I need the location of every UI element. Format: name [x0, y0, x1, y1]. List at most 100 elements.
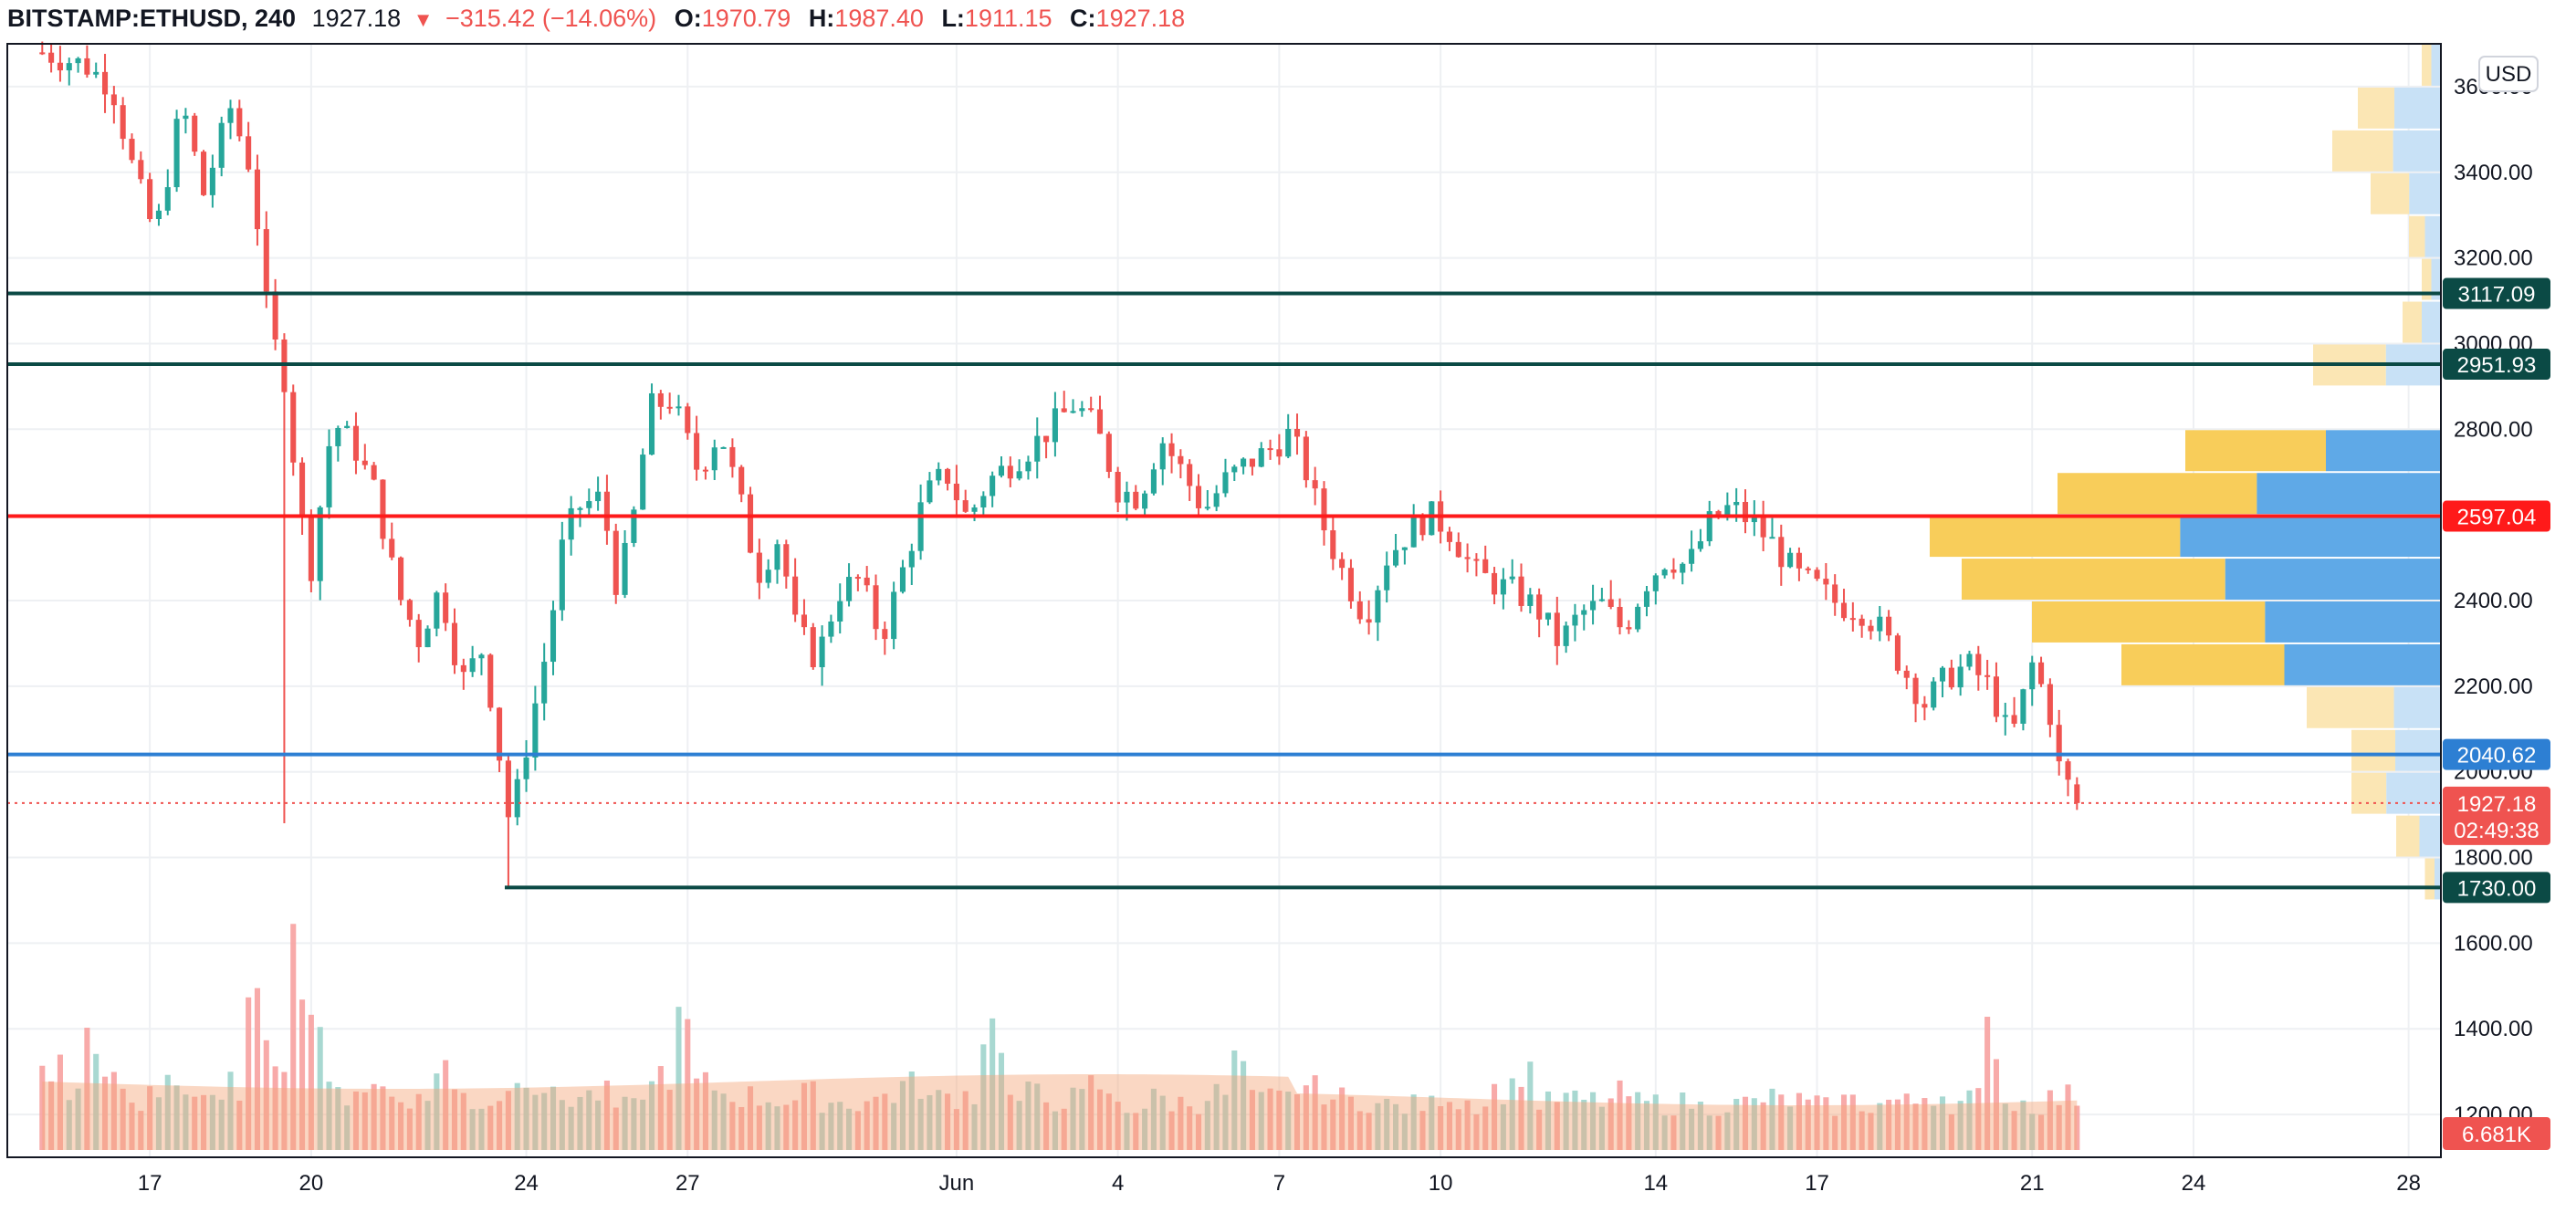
volume-bar — [1178, 1096, 1184, 1150]
volume-profile-bar-up — [2393, 686, 2441, 728]
candle-body — [1787, 552, 1794, 568]
volume-bar — [1410, 1094, 1417, 1150]
volume-bar — [1464, 1100, 1471, 1150]
candle-body — [209, 167, 215, 195]
candle-body — [1187, 464, 1193, 486]
candle-body — [398, 557, 404, 601]
candle-body — [1617, 606, 1623, 628]
candle-body — [819, 636, 825, 668]
volume-bar — [317, 1027, 323, 1150]
candle-body — [2065, 761, 2071, 780]
candle-body — [1115, 471, 1121, 503]
price-tick-label: 3400.00 — [2454, 161, 2533, 185]
volume-bar — [756, 1105, 762, 1150]
volume-bar — [1339, 1087, 1346, 1150]
volume-bar — [1222, 1094, 1229, 1150]
volume-bar — [1124, 1113, 1130, 1150]
currency-box[interactable]: USD — [2478, 56, 2539, 92]
volume-bar — [1581, 1099, 1587, 1150]
candle-body — [406, 600, 413, 621]
candle-body — [908, 550, 915, 568]
candle-body — [990, 476, 996, 497]
candle-body — [792, 576, 799, 615]
candle-body — [308, 516, 314, 581]
volume-bar — [478, 1108, 485, 1150]
volume-profile-bar-down — [2422, 45, 2432, 86]
candle-body — [1401, 547, 1408, 550]
currency-box-bg — [2478, 56, 2539, 92]
volume-bar — [263, 1040, 269, 1150]
volume-profile-bar-up — [2386, 772, 2441, 814]
price-badges: 3117.09 2951.93 2597.04 2040.62 1730.00 1927.… — [2443, 277, 2550, 1150]
candle-body — [344, 425, 351, 428]
volume-profile-bar-down — [2351, 772, 2387, 814]
candle-body — [1832, 584, 1838, 603]
volume-bar — [1276, 1090, 1283, 1150]
volume-profile-bar-down — [2058, 473, 2257, 515]
candle-body — [1724, 505, 1731, 517]
volume-bar — [110, 1071, 117, 1150]
price-tick-label: 1600.00 — [2454, 931, 2533, 956]
volume-bar — [389, 1096, 395, 1150]
candle-body — [1330, 530, 1336, 559]
volume-bar — [1643, 1101, 1650, 1150]
price-axis[interactable]: 1200.001400.001600.001800.002000.002200.… — [2454, 75, 2533, 1127]
volume-bar — [891, 1103, 897, 1150]
volume-bar — [945, 1093, 951, 1150]
down-arrow-icon: ▼ — [413, 8, 434, 31]
candle-body — [39, 52, 46, 55]
volume-bar — [613, 1107, 619, 1150]
candle-body — [1652, 575, 1659, 591]
volume-bars — [39, 924, 2080, 1150]
volume-profile-bar-down — [2424, 858, 2435, 900]
candle-body — [1285, 428, 1292, 457]
candle-body — [1518, 576, 1524, 606]
candle-body — [917, 502, 924, 551]
candle-body — [1903, 670, 1910, 678]
close-value: 1927.18 — [1095, 5, 1186, 32]
candle-body — [854, 577, 861, 580]
candle-body — [998, 465, 1005, 476]
volume-profile-bar-down — [2332, 130, 2393, 172]
volume-bar — [568, 1106, 574, 1150]
volume-bar — [1975, 1088, 1982, 1150]
volume-bar — [173, 1085, 180, 1150]
candle-body — [747, 494, 754, 553]
candle-body — [1877, 616, 1883, 632]
volume-bar — [406, 1108, 413, 1150]
volume-bar — [1034, 1083, 1041, 1150]
volume-bar — [1187, 1106, 1193, 1150]
candle-body — [927, 480, 933, 503]
candle-body — [541, 662, 548, 704]
candle-body — [1241, 458, 1247, 467]
volume-bar — [1751, 1098, 1757, 1150]
candle-body — [1957, 666, 1963, 688]
volume-bar — [246, 997, 252, 1150]
time-axis[interactable]: 17 20 24 27 Jun 4 7 10 14 17 21 24 28 — [138, 1171, 2421, 1196]
candle-body — [514, 779, 520, 818]
candle-body — [1159, 443, 1166, 470]
candle-body — [891, 591, 897, 640]
volume-bar — [1016, 1101, 1022, 1150]
candle-body — [1249, 458, 1255, 467]
candle-body — [1527, 594, 1534, 606]
candle-body — [371, 465, 377, 480]
volume-bar — [236, 1100, 243, 1150]
candle-body — [1509, 576, 1515, 580]
candle-body — [1715, 511, 1722, 517]
volume-bar — [1150, 1088, 1157, 1150]
candle-body — [192, 115, 198, 152]
price-tick-label: 1800.00 — [2454, 846, 2533, 871]
candle-body — [424, 628, 431, 648]
price-tick-label: 2400.00 — [2454, 589, 2533, 613]
volume-profile-bar-up — [2424, 215, 2441, 257]
candle-body — [263, 229, 269, 292]
volume-bar — [810, 1081, 816, 1150]
price-tick-label: 2800.00 — [2454, 417, 2533, 442]
volume-bar — [720, 1093, 727, 1150]
candle-body — [720, 446, 727, 449]
volume-badge — [2443, 1117, 2550, 1150]
volume-bar — [738, 1106, 745, 1150]
candle-body — [568, 507, 574, 540]
